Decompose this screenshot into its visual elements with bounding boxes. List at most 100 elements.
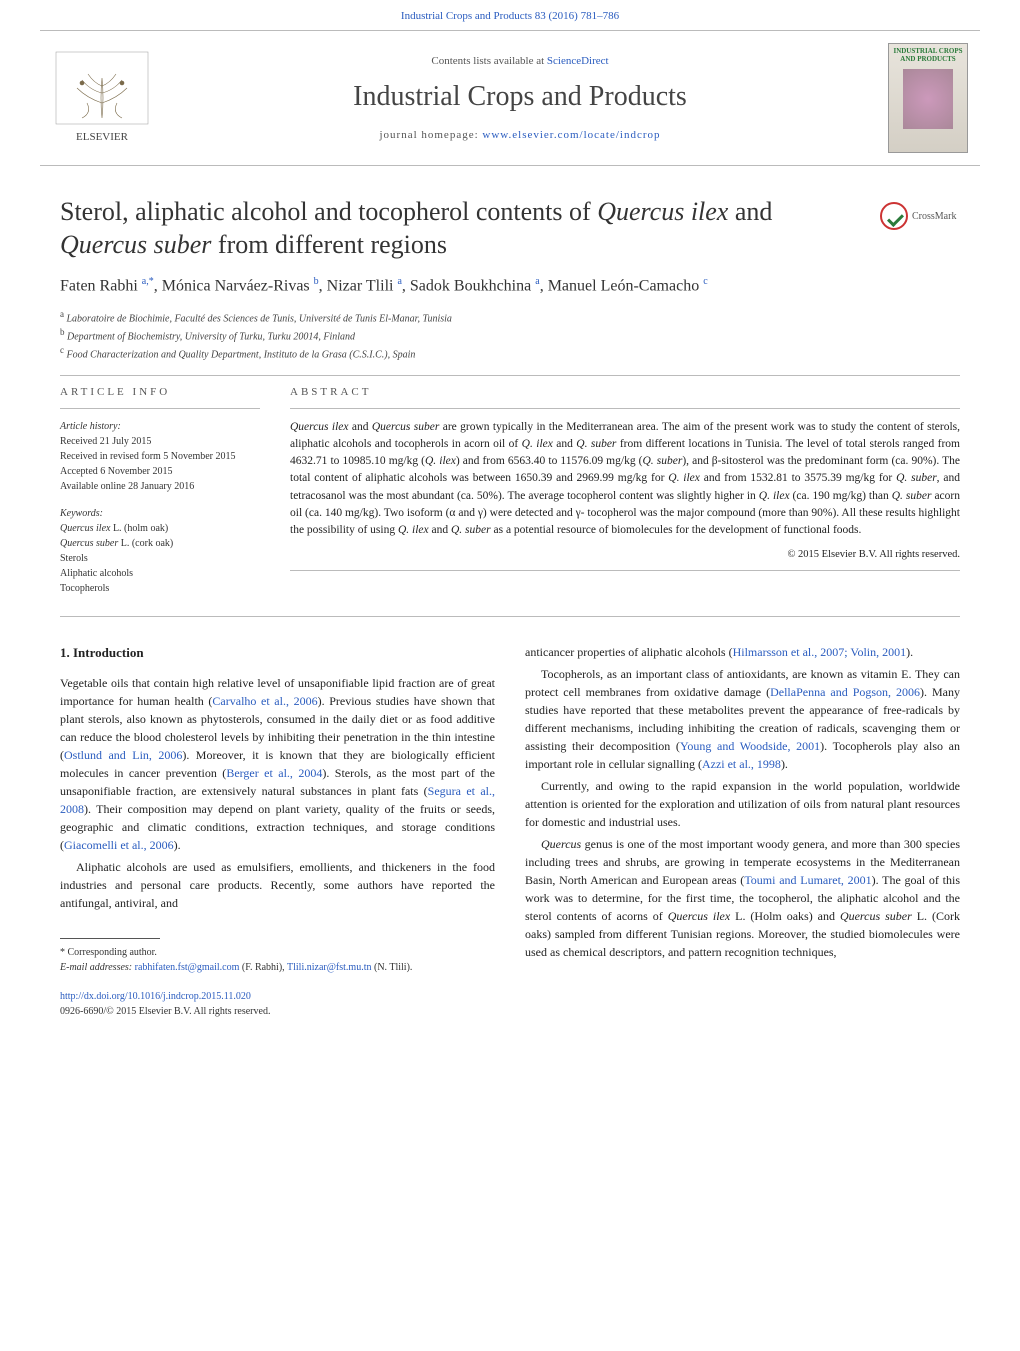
- body-paragraph: Quercus genus is one of the most importa…: [525, 835, 960, 961]
- history-line: Received in revised form 5 November 2015: [60, 449, 260, 464]
- body-text: ).: [174, 838, 181, 852]
- citation-link[interactable]: Berger et al., 2004: [226, 766, 322, 780]
- citation-link[interactable]: Young and Woodside, 2001: [680, 739, 820, 753]
- authors: Faten Rabhi a,*, Mónica Narváez-Rivas b,…: [60, 275, 960, 298]
- author-affil-sup: a,*: [142, 276, 154, 287]
- keywords: Keywords: Quercus ilex L. (holm oak)Quer…: [60, 506, 260, 596]
- abstract: ABSTRACT Quercus ilex and Quercus suber …: [290, 386, 960, 608]
- author-name: Manuel León-Camacho: [548, 277, 700, 294]
- history-label: Article history:: [60, 419, 260, 434]
- left-column: 1. Introduction Vegetable oils that cont…: [60, 643, 495, 1020]
- title-species-2: Quercus suber: [60, 230, 211, 259]
- contents-line: Contents lists available at ScienceDirec…: [152, 55, 888, 67]
- sciencedirect-link[interactable]: ScienceDirect: [547, 55, 609, 67]
- body-paragraph: Vegetable oils that contain high relativ…: [60, 674, 495, 854]
- species-name: Q. ilex: [522, 438, 553, 450]
- homepage-line: journal homepage: www.elsevier.com/locat…: [152, 129, 888, 141]
- citation-link[interactable]: Ostlund and Lin, 2006: [64, 748, 182, 762]
- crossmark-label: CrossMark: [912, 211, 956, 222]
- body-text: Aliphatic alcohols are used as emulsifie…: [60, 860, 495, 910]
- italic-text: Quercus: [541, 837, 581, 851]
- affil-sup: b: [60, 327, 65, 337]
- rule: [60, 616, 960, 617]
- affil-sup: c: [60, 345, 64, 355]
- author-affil-sup: a: [397, 276, 401, 287]
- keyword-line: Sterols: [60, 551, 260, 566]
- body-columns: 1. Introduction Vegetable oils that cont…: [60, 643, 960, 1020]
- body-paragraph: Tocopherols, as an important class of an…: [525, 665, 960, 773]
- homepage-link[interactable]: www.elsevier.com/locate/indcrop: [482, 129, 660, 141]
- species-name: Q. suber: [896, 472, 937, 484]
- body-paragraph: Currently, and owing to the rapid expans…: [525, 777, 960, 831]
- section-heading: 1. Introduction: [60, 643, 495, 663]
- rule: [290, 408, 960, 409]
- title-part: from different regions: [211, 230, 447, 259]
- affil-sup: a: [60, 309, 64, 319]
- top-citation[interactable]: Industrial Crops and Products 83 (2016) …: [0, 0, 1020, 30]
- author-affil-sup: b: [314, 276, 319, 287]
- article-title: Sterol, aliphatic alcohol and tocopherol…: [60, 196, 880, 261]
- doi-block: http://dx.doi.org/10.1016/j.indcrop.2015…: [60, 989, 495, 1019]
- title-part: Sterol, aliphatic alcohol and tocopherol…: [60, 197, 597, 226]
- author-affil-sup: a: [535, 276, 539, 287]
- italic-text: Quercus suber: [840, 909, 912, 923]
- abstract-heading: ABSTRACT: [290, 386, 960, 398]
- species-name: Q. suber: [451, 524, 491, 536]
- body-text: ).: [906, 645, 913, 659]
- homepage-prefix: journal homepage:: [379, 129, 482, 141]
- header-center: Contents lists available at ScienceDirec…: [152, 55, 888, 141]
- article-info: ARTICLE INFO Article history: Received 2…: [60, 386, 260, 608]
- species-name: Q. suber: [892, 490, 932, 502]
- body-text: anticancer properties of aliphatic alcoh…: [525, 645, 733, 659]
- keyword-line: Quercus suber L. (cork oak): [60, 536, 260, 551]
- abstract-text: Quercus ilex and Quercus suber are grown…: [290, 419, 960, 540]
- body-paragraph: Aliphatic alcohols are used as emulsifie…: [60, 858, 495, 912]
- affiliation-line: a Laboratoire de Biochimie, Faculté des …: [60, 308, 960, 326]
- citation-link[interactable]: Carvalho et al., 2006: [212, 694, 317, 708]
- email-link-1[interactable]: rabhifaten.fst@gmail.com: [135, 962, 240, 973]
- rule: [290, 570, 960, 571]
- citation-link[interactable]: DellaPenna and Pogson, 2006: [770, 685, 920, 699]
- history-line: Received 21 July 2015: [60, 434, 260, 449]
- crossmark-icon: [880, 202, 908, 230]
- author-name: Nizar Tlili: [327, 277, 394, 294]
- title-part: and: [728, 197, 772, 226]
- species-name: Quercus suber: [372, 421, 439, 433]
- journal-cover-image: [903, 69, 953, 129]
- crossmark-badge[interactable]: CrossMark: [880, 196, 960, 236]
- footnote-rule: [60, 938, 160, 939]
- section-number: 1.: [60, 645, 70, 660]
- email-who-2: (N. Tlili).: [371, 962, 412, 973]
- rule: [60, 375, 960, 376]
- email-who-1: (F. Rabhi),: [239, 962, 287, 973]
- affiliation-line: b Department of Biochemistry, University…: [60, 326, 960, 344]
- body-paragraph: anticancer properties of aliphatic alcoh…: [525, 643, 960, 661]
- citation-link[interactable]: Toumi and Lumaret, 2001: [744, 873, 871, 887]
- publisher-name: ELSEVIER: [76, 131, 129, 143]
- body-text: ).: [781, 757, 788, 771]
- history-line: Accepted 6 November 2015: [60, 464, 260, 479]
- elsevier-logo: ELSEVIER: [52, 48, 152, 148]
- abstract-copyright: © 2015 Elsevier B.V. All rights reserved…: [290, 549, 960, 560]
- citation-link[interactable]: Giacomelli et al., 2006: [64, 838, 174, 852]
- citation-link[interactable]: Azzi et al., 1998: [702, 757, 781, 771]
- history-line: Available online 28 January 2016: [60, 479, 260, 494]
- corr-label: * Corresponding author.: [60, 945, 495, 960]
- email-label: E-mail addresses:: [60, 962, 135, 973]
- keyword-line: Quercus ilex L. (holm oak): [60, 521, 260, 536]
- species-name: Q. ilex: [398, 524, 429, 536]
- author-name: Faten Rabhi: [60, 277, 138, 294]
- section-title: Introduction: [73, 645, 144, 660]
- corresponding-author: * Corresponding author. E-mail addresses…: [60, 945, 495, 975]
- article-history: Article history: Received 21 July 2015Re…: [60, 419, 260, 494]
- author-name: Sadok Boukhchina: [410, 277, 531, 294]
- species-name: Quercus ilex: [290, 421, 349, 433]
- email-link-2[interactable]: Tlili.nizar@fst.mu.tn: [287, 962, 371, 973]
- doi-link[interactable]: http://dx.doi.org/10.1016/j.indcrop.2015…: [60, 991, 251, 1002]
- body-text: Currently, and owing to the rapid expans…: [525, 779, 960, 829]
- author-affil-sup: c: [703, 276, 707, 287]
- affiliation-line: c Food Characterization and Quality Depa…: [60, 344, 960, 362]
- header: ELSEVIER Contents lists available at Sci…: [40, 30, 980, 166]
- citation-link[interactable]: Hilmarsson et al., 2007; Volin, 2001: [733, 645, 907, 659]
- journal-cover: INDUSTRIAL CROPS AND PRODUCTS: [888, 43, 968, 153]
